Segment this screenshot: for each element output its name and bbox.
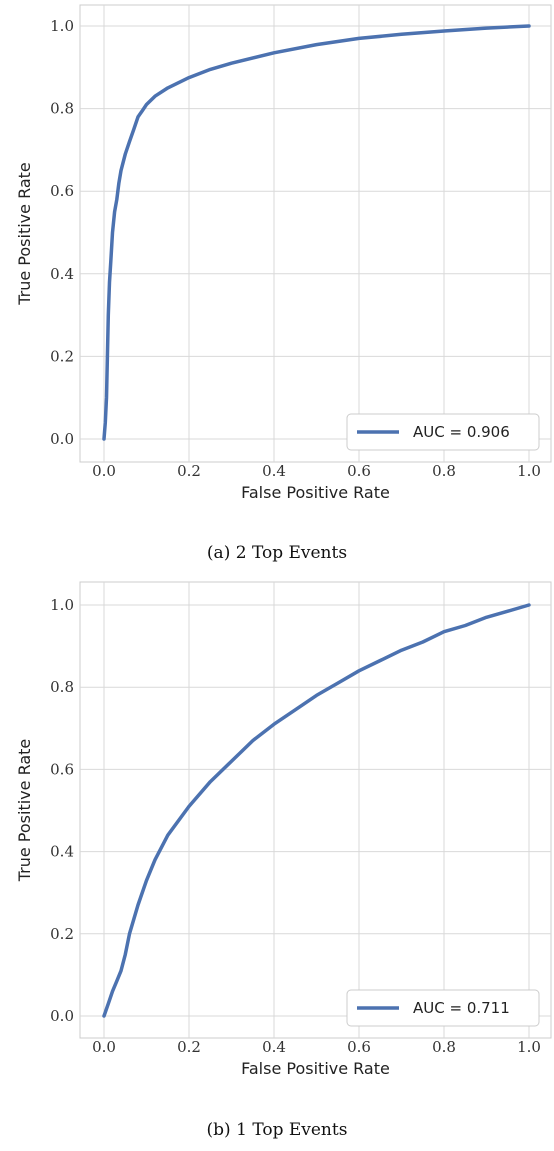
y-tick-label: 0.2	[50, 925, 74, 943]
roc-curve	[102, 24, 531, 441]
y-tick-label: 0.8	[50, 678, 74, 696]
x-tick-label: 0.2	[177, 462, 201, 480]
x-tick-label: 0.4	[262, 462, 286, 480]
x-tick-label: 0.0	[92, 462, 116, 480]
chart-a: 0.0 0.2 0.4 0.6 0.8 1.0 0.0 0.2 0.4 0.6 0.8 1.0 Fals…	[15, 4, 552, 563]
x-tick-label: 0.0	[92, 1038, 116, 1056]
x-tick-label: 1.0	[517, 1038, 541, 1056]
y-tick-label: 0.0	[50, 430, 74, 448]
x-tick-label: 0.4	[262, 1038, 286, 1056]
legend-label: AUC = 0.906	[413, 423, 510, 441]
y-tick-label: 1.0	[50, 596, 74, 614]
y-tick-label: 0.0	[50, 1007, 74, 1025]
x-tick-label: 0.8	[432, 1038, 456, 1056]
y-axis-label: True Positive Rate	[15, 739, 34, 883]
plot-area	[79, 581, 552, 1039]
roc-curve	[102, 603, 531, 1018]
x-axis-label: False Positive Rate	[241, 483, 390, 502]
y-tick-label: 0.8	[50, 100, 74, 118]
plot-area	[79, 4, 552, 463]
y-tick-label: 0.4	[50, 843, 74, 861]
x-tick-label: 1.0	[517, 462, 541, 480]
y-tick-label: 0.6	[50, 182, 74, 200]
legend-box	[346, 413, 540, 451]
figure-caption: (a) 2 Top Events	[207, 543, 347, 563]
x-tick-label: 0.8	[432, 462, 456, 480]
y-tick-label: 0.6	[50, 760, 74, 778]
x-axis-label: False Positive Rate	[241, 1059, 390, 1078]
y-tick-label: 1.0	[50, 17, 74, 35]
x-tick-label: 0.2	[177, 1038, 201, 1056]
legend-box	[346, 989, 540, 1027]
y-tick-label: 0.2	[50, 347, 74, 365]
legend-label: AUC = 0.711	[413, 999, 510, 1017]
chart-b: 0.0 0.2 0.4 0.6 0.8 1.0 0.0 0.2 0.4 0.6 0.8 1.0 Fals…	[15, 581, 552, 1140]
y-tick-label: 0.4	[50, 265, 74, 283]
x-tick-label: 0.6	[347, 462, 371, 480]
x-tick-label: 0.6	[347, 1038, 371, 1056]
figure-caption: (b) 1 Top Events	[207, 1120, 348, 1140]
y-axis-label: True Positive Rate	[15, 162, 34, 306]
